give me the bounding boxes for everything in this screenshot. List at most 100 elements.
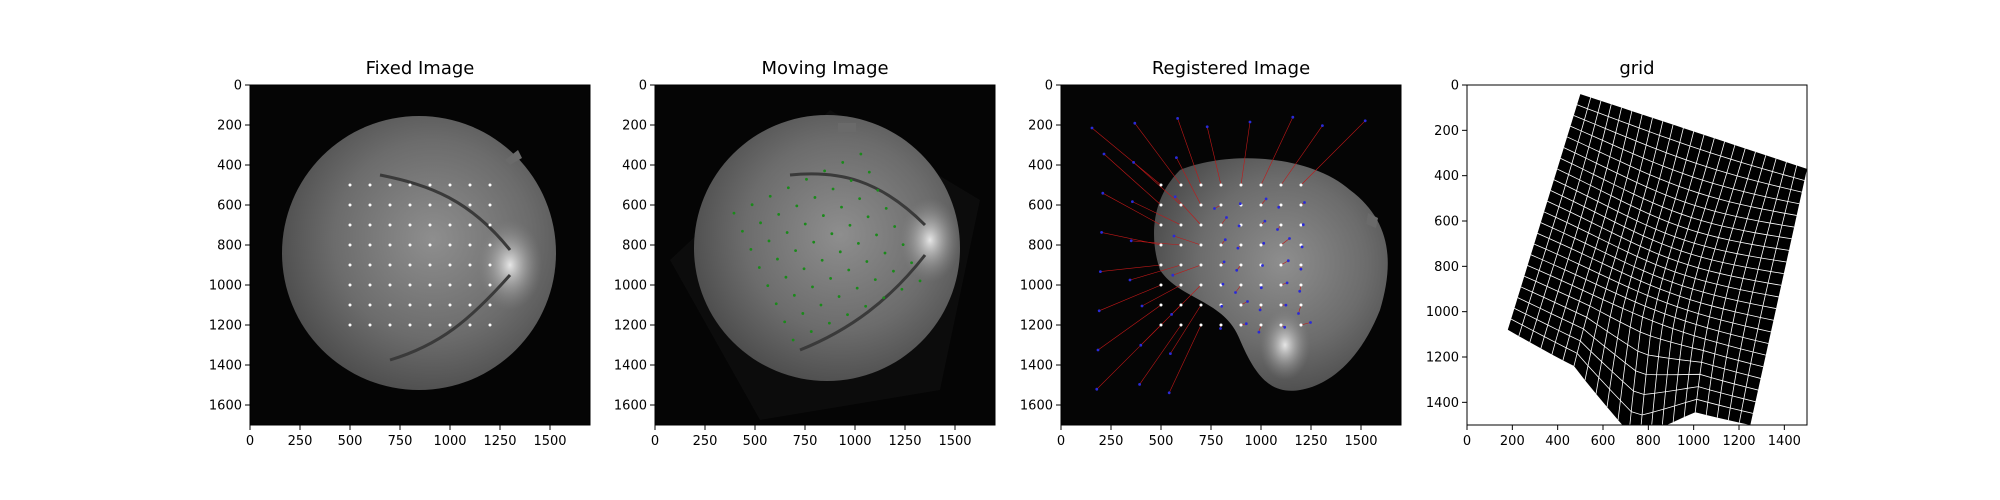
registered-moved-point — [1170, 313, 1173, 316]
registered-fixed-point — [1259, 243, 1263, 247]
moving-point — [841, 161, 845, 164]
moving-point — [827, 321, 831, 325]
x-tick-label: 1250 — [483, 434, 516, 449]
moving-point — [849, 179, 853, 182]
moving-point — [750, 203, 754, 207]
registered-moved-point — [1288, 237, 1291, 240]
moving-point — [918, 279, 922, 283]
registered-fixed-point — [1199, 323, 1203, 327]
x-tick-label: 1400 — [1768, 434, 1801, 449]
registered-fixed-point — [1179, 323, 1183, 327]
displacement-line — [1091, 127, 1162, 186]
y-tick-label: 800 — [217, 239, 242, 254]
registered-fixed-point — [1219, 223, 1223, 227]
fixed-image — [250, 85, 590, 425]
fixed-point — [448, 223, 452, 227]
displacement-line — [1134, 123, 1182, 186]
fixed-point — [428, 283, 432, 287]
registered-optic-disc — [1260, 310, 1310, 380]
registered-moved-point — [1221, 282, 1225, 286]
registered-moved-point — [1263, 219, 1267, 223]
grid-line — [1547, 200, 1782, 286]
displacement-line — [1235, 284, 1242, 293]
moving-point — [774, 302, 778, 306]
x-tick-label: 250 — [1099, 434, 1124, 449]
registered-fixed-point — [1199, 223, 1203, 227]
grid-line — [1527, 265, 1766, 356]
registered-fixed-point — [1299, 323, 1303, 327]
fixed-point — [408, 243, 412, 247]
displacement-line — [1132, 201, 1182, 226]
moving-point — [777, 212, 781, 216]
registered-fixed-point — [1279, 183, 1283, 187]
fixed-point — [468, 203, 472, 207]
registered-moved-point — [1236, 246, 1240, 250]
displacement-line — [1240, 121, 1251, 186]
y-tick-label: 0 — [639, 79, 647, 94]
registered-moved-point — [1223, 238, 1227, 242]
registered-moved-point — [1171, 273, 1175, 277]
fixed-point — [468, 183, 472, 187]
registered-moved-point — [1128, 278, 1132, 282]
registered-fixed-point — [1199, 283, 1203, 287]
registered-fixed-point — [1159, 223, 1163, 227]
grid-line — [1543, 211, 1779, 298]
registered-fixed-point — [1179, 223, 1183, 227]
registered-moved-point — [1235, 268, 1239, 272]
moving-point — [873, 278, 877, 282]
moving-point — [812, 240, 816, 244]
registered-moved-point — [1286, 259, 1290, 263]
grid-line — [1553, 179, 1787, 263]
fixed-point — [468, 303, 472, 307]
fixed-point — [388, 283, 392, 287]
displacement-line — [1176, 157, 1202, 206]
y-tick-label: 1400 — [614, 359, 647, 374]
y-tick-label: 800 — [1028, 239, 1053, 254]
y-tick-label: 600 — [1434, 215, 1459, 230]
registered-moved-point — [1257, 330, 1261, 334]
registered-fixed-point — [1159, 303, 1163, 307]
fixed-point — [388, 203, 392, 207]
x-tick-label: 200 — [1500, 434, 1525, 449]
moving-point — [811, 285, 814, 289]
y-tick-label: 1200 — [209, 319, 242, 334]
fixed-point — [428, 263, 432, 267]
fixed-point — [448, 183, 452, 187]
fixed-point — [448, 323, 452, 327]
moving-point — [823, 169, 827, 173]
fixed-point — [428, 303, 432, 307]
registered-moved-point — [1298, 289, 1302, 293]
registered-moved-point — [1213, 207, 1216, 210]
registered-fixed-point — [1159, 283, 1163, 287]
registered-fixed-point — [1239, 323, 1243, 327]
registered-fixed-point — [1299, 203, 1303, 207]
y-tick-label: 200 — [622, 119, 647, 134]
fixed-point — [368, 283, 372, 287]
fixed-point — [348, 243, 352, 247]
fixed-point — [388, 243, 392, 247]
x-tick-label: 750 — [1199, 434, 1224, 449]
registered-moved-point — [1277, 205, 1281, 209]
moving-point — [855, 286, 859, 290]
fixed-point — [488, 203, 492, 207]
moving-point — [809, 330, 813, 333]
displacement-line — [1280, 238, 1290, 246]
registered-fixed-point — [1219, 203, 1223, 207]
displacement-line — [1220, 217, 1227, 226]
registered-moved-point — [1101, 191, 1105, 195]
fixed-point — [448, 303, 452, 307]
grid-line — [1510, 318, 1754, 416]
registered-moved-point — [1261, 264, 1264, 267]
registered-fixed-point — [1279, 283, 1283, 287]
registered-fixed-point — [1259, 223, 1263, 227]
registered-fixed-point — [1259, 203, 1263, 207]
registered-fixed-point — [1179, 243, 1183, 247]
fixed-point — [488, 183, 492, 187]
displacement-line — [1129, 264, 1182, 281]
registered-fixed-point — [1259, 323, 1263, 327]
fixed-point — [408, 223, 412, 227]
fixed-axes-frame — [249, 84, 591, 426]
registered-moved-point — [1097, 309, 1101, 313]
registered-moved-point — [1248, 120, 1252, 124]
fixed-point — [388, 223, 392, 227]
